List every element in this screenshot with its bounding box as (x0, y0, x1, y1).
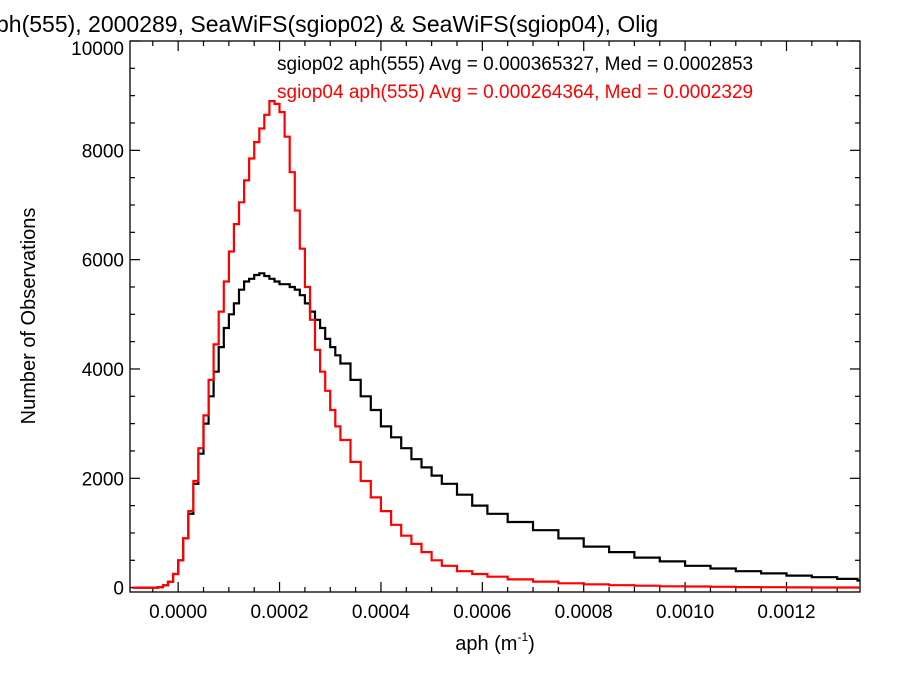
series-line-sgiop04 (132, 100, 860, 589)
x-tick-label: 0.0008 (555, 602, 613, 623)
x-tick-label: 0.0000 (149, 602, 207, 623)
plot-border (129, 40, 861, 593)
x-axis-label-superscript: -1 (517, 630, 528, 644)
legend-entry-sgiop02: sgiop02 aph(555) Avg = 0.000365327, Med … (277, 54, 753, 75)
series-group (132, 100, 860, 589)
x-axis-label-tail: ) (528, 633, 535, 655)
y-axis-label: Number of Observations (18, 208, 40, 425)
x-tick-label: 0.0012 (757, 602, 815, 623)
x-axis-label-text: aph (m (455, 633, 517, 655)
plot-frame (129, 40, 861, 593)
x-axis: 0.0000 0.0002 0.0004 0.0006 0.0008 0.0010 0.00… (149, 41, 838, 623)
x-tick-label: 0.0002 (250, 602, 308, 623)
y-tick-label: 10000 (71, 39, 124, 60)
x-tick-label: 0.0006 (453, 602, 511, 623)
y-tick-label: 4000 (82, 360, 124, 381)
legend-entry-sgiop04: sgiop04 aph(555) Avg = 0.000264364, Med … (277, 82, 753, 103)
x-tick-label: 0.0010 (656, 602, 714, 623)
y-tick-label: 0 (113, 579, 124, 600)
y-tick-label: 6000 (82, 251, 124, 272)
y-tick-label: 2000 (82, 469, 124, 490)
x-axis-label: aph (m-1) (455, 630, 535, 655)
y-axis: 0 2000 4000 6000 8000 10000 (71, 39, 860, 600)
series-line-sgiop02 (132, 272, 860, 589)
chart-title: ph(555), 2000289, SeaWiFS(sgiop02) & Sea… (0, 11, 658, 37)
x-tick-label: 0.0004 (352, 602, 411, 623)
y-tick-label: 8000 (82, 141, 124, 162)
